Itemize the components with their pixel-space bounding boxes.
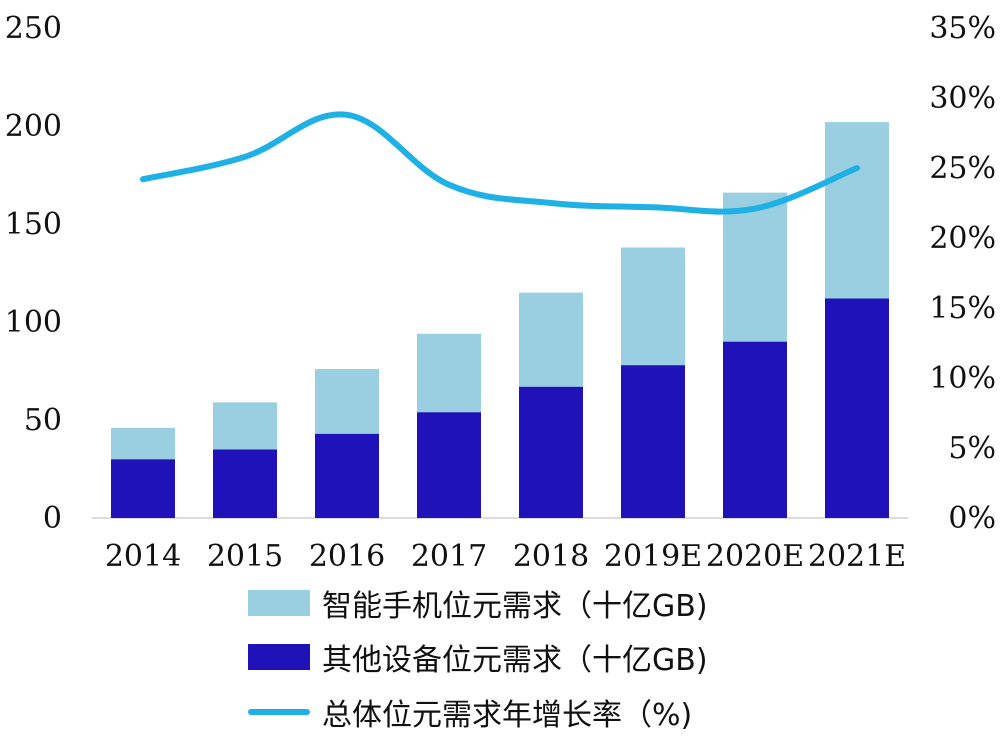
bar-smartphone: [213, 402, 277, 450]
y-right-tick-label: 35%: [929, 11, 996, 46]
y-left-tick-label: 200: [5, 109, 62, 144]
legend-swatch-growth-rate: [248, 709, 310, 715]
y-right-tick-label: 15%: [929, 291, 996, 326]
legend-item-growth-rate: 总体位元需求年增长率（%): [248, 692, 693, 733]
y-left-tick-label: 0: [43, 501, 62, 536]
legend-label-other-devices: 其他设备位元需求（十亿GB): [322, 643, 708, 678]
y-left-tick-label: 250: [5, 11, 62, 46]
bar-line-chart: 0 50 100 150 200 250 0% 5% 10% 15% 20% 25% 30% 35% 201…: [5, 11, 996, 574]
x-tick-label: 2014: [105, 539, 181, 574]
y-right-tick-label: 30%: [929, 81, 996, 116]
y-right-tick-label: 5%: [948, 431, 996, 466]
y-right-tick-label: 20%: [929, 221, 996, 256]
bar-other-devices: [519, 386, 583, 518]
x-tick-label: 2021E: [808, 539, 906, 574]
bar-smartphone: [417, 333, 481, 413]
bar-other-devices: [723, 341, 787, 518]
y-left-tick-label: 150: [5, 207, 62, 242]
x-tick-label: 2020E: [706, 539, 804, 574]
bar-smartphone: [621, 247, 685, 366]
legend-swatch-smartphone: [248, 590, 310, 616]
bar-smartphone: [825, 122, 889, 299]
bar-smartphone: [111, 427, 175, 460]
bar-other-devices: [417, 412, 481, 518]
growth-rate-line: [140, 111, 860, 215]
bar-smartphone: [315, 369, 379, 434]
bar-smartphone: [723, 192, 787, 342]
y-right-tick-label: 0%: [948, 501, 996, 536]
x-tick-label: 2019E: [604, 539, 702, 574]
x-tick-label: 2017: [411, 539, 487, 574]
bar-other-devices: [621, 365, 685, 518]
y-left-tick-label: 50: [24, 403, 62, 438]
y-right-tick-label: 10%: [929, 361, 996, 396]
legend-swatch-other-devices: [248, 644, 310, 670]
bar-smartphone: [519, 292, 583, 387]
bar-other-devices: [213, 449, 277, 518]
x-tick-label: 2015: [207, 539, 283, 574]
bar-other-devices: [825, 298, 889, 518]
legend-label-smartphone: 智能手机位元需求（十亿GB): [322, 589, 708, 624]
x-tick-label: 2016: [309, 539, 385, 574]
bar-other-devices: [111, 459, 175, 518]
legend-item-other-devices: 其他设备位元需求（十亿GB): [248, 637, 708, 678]
legend-label-growth-rate: 总体位元需求年增长率（%): [322, 698, 693, 733]
y-right-tick-label: 25%: [929, 151, 996, 186]
legend-item-smartphone: 智能手机位元需求（十亿GB): [248, 583, 708, 624]
x-tick-label: 2018: [513, 539, 589, 574]
bar-other-devices: [315, 433, 379, 518]
y-left-tick-label: 100: [5, 305, 62, 340]
